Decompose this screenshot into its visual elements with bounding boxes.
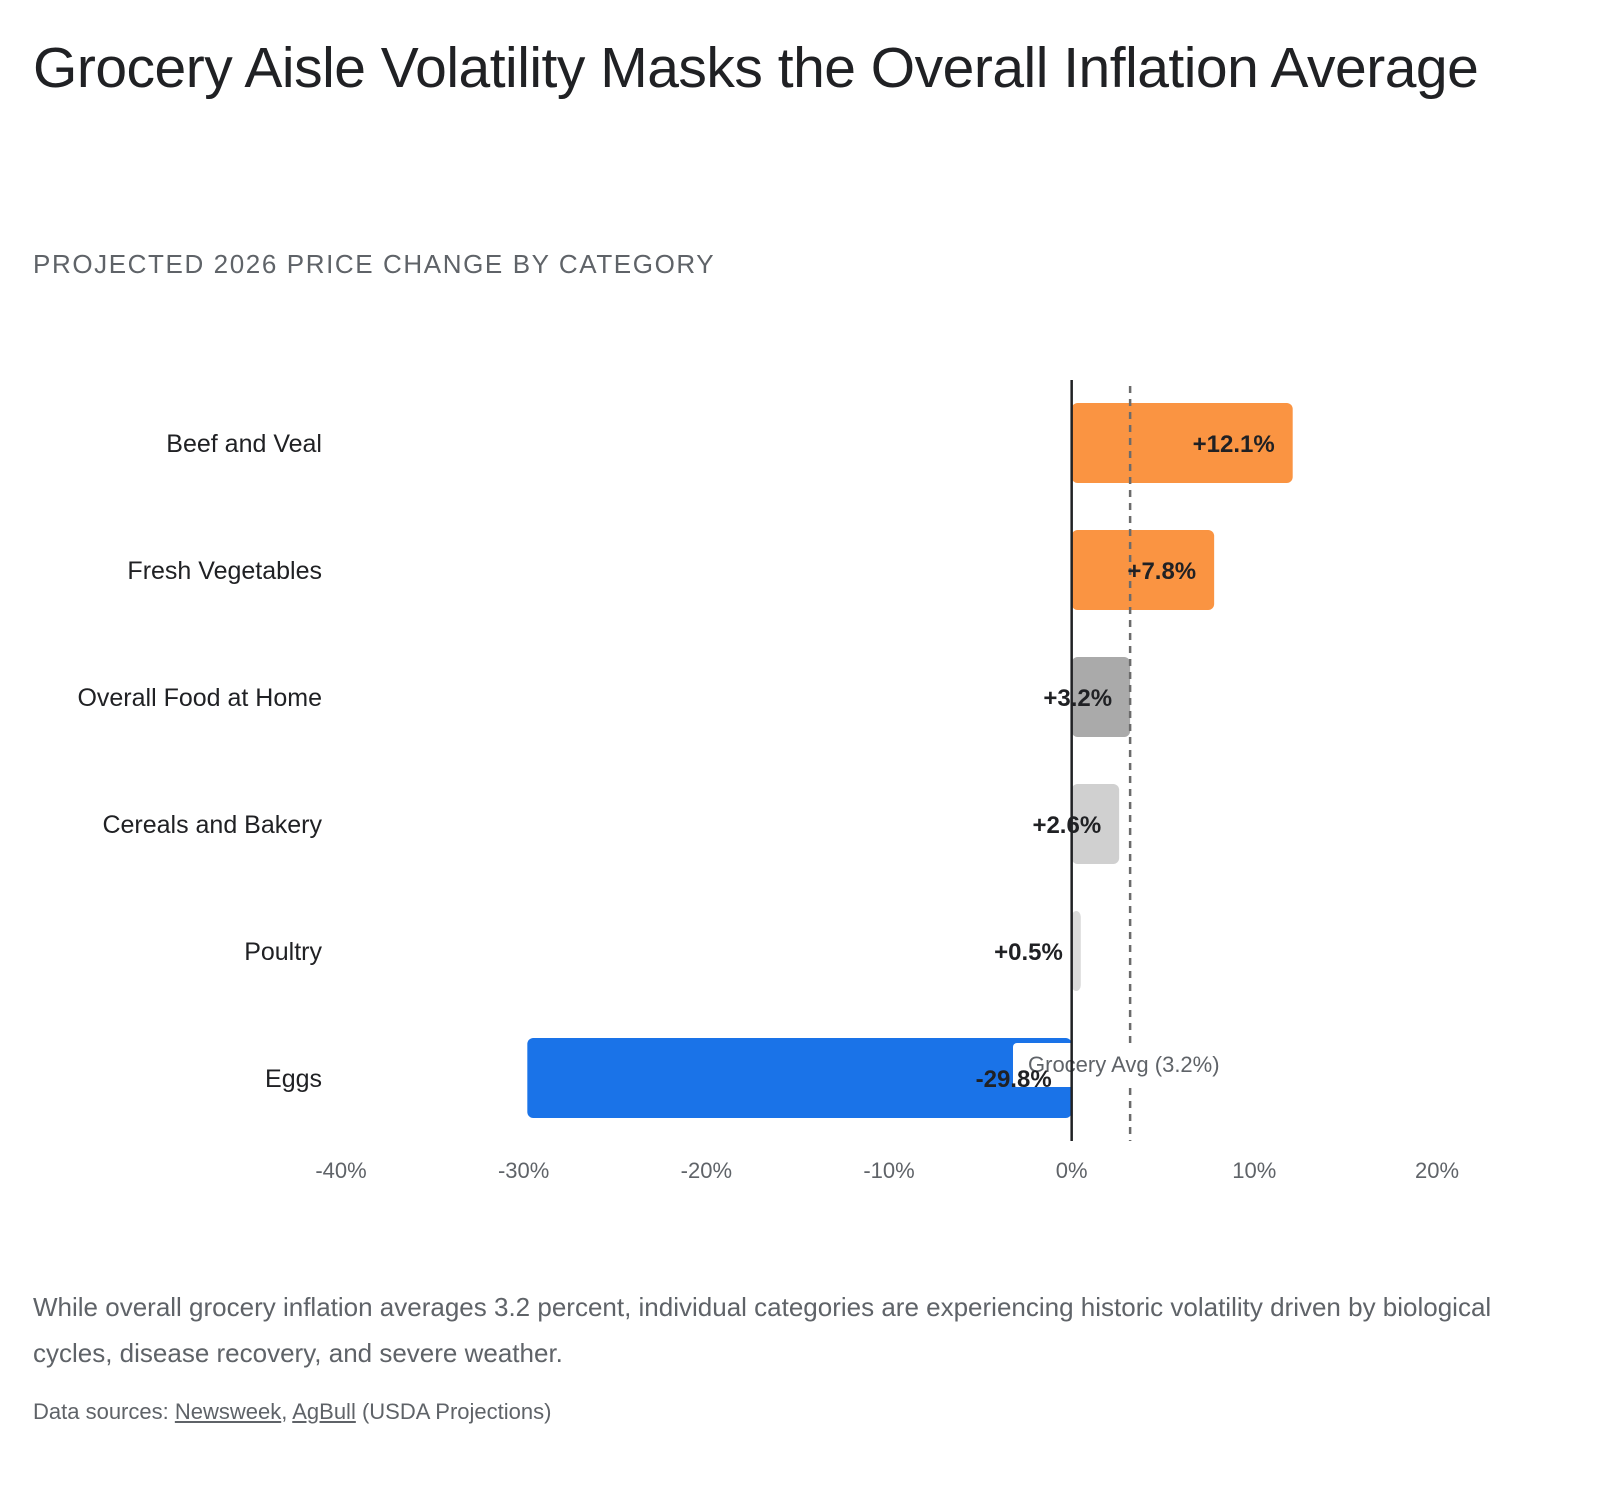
value-label-0: +12.1% [1193,431,1275,458]
value-label-2: +3.2% [1043,685,1112,712]
value-label-5: -29.8% [976,1066,1052,1093]
bar-1 [1071,530,1215,610]
axis-layer: -40% -30% -20% -10% 0% 10% 20% [315,380,1459,1183]
bar-2 [1071,657,1131,737]
sources-prefix: Data sources: [33,1399,175,1424]
bars-layer [527,403,1293,1118]
data-sources: Data sources: Newsweek, AgBull (USDA Pro… [33,1396,551,1428]
source-link-newsweek[interactable]: Newsweek [174,1399,282,1424]
x-tick-label-2: -20% [681,1158,732,1183]
sources-suffix: (USDA Projections) [355,1399,552,1424]
bar-5 [527,1038,1072,1118]
value-label-4: +0.5% [994,939,1063,966]
labels-layer: Beef and Veal +12.1% Fresh Vegetables +7.8%… [77,430,1274,1093]
x-tick-label-3: -10% [863,1158,914,1183]
bar-4 [1071,911,1081,991]
x-tick-label-5: 10% [1232,1158,1276,1183]
category-label-5: Eggs [265,1065,322,1093]
source-link-agbull[interactable]: AgBull [292,1399,356,1424]
x-tick-label-6: 20% [1415,1158,1459,1183]
category-label-2: Overall Food at Home [77,684,322,712]
average-reference-label: Grocery Avg (3.2%) [1028,1052,1220,1077]
category-label-1: Fresh Vegetables [127,557,322,585]
x-tick-label-4: 0% [1056,1158,1088,1183]
reference-layer: Grocery Avg (3.2%) [1013,386,1235,1141]
chart-subtitle: PROJECTED 2026 PRICE CHANGE BY CATEGORY [33,249,716,279]
sources-separator: , [281,1399,293,1424]
category-label-3: Cereals and Bakery [102,811,322,839]
bar-3 [1071,784,1120,864]
value-label-1: +7.8% [1127,558,1196,585]
x-tick-label-1: -30% [498,1158,549,1183]
category-label-4: Poultry [244,938,322,966]
chart-description: While overall grocery inflation averages… [33,1292,1492,1368]
value-label-3: +2.6% [1032,812,1101,839]
bar-0 [1071,403,1293,483]
chart-title: Grocery Aisle Volatility Masks the Overa… [33,36,1479,100]
category-label-0: Beef and Veal [166,430,322,458]
x-tick-label-0: -40% [315,1158,366,1183]
average-label-background [1013,1043,1235,1087]
bar-chart: Grocery Avg (3.2%) -40% -30% -20% -10% 0% 10%… [77,380,1459,1183]
